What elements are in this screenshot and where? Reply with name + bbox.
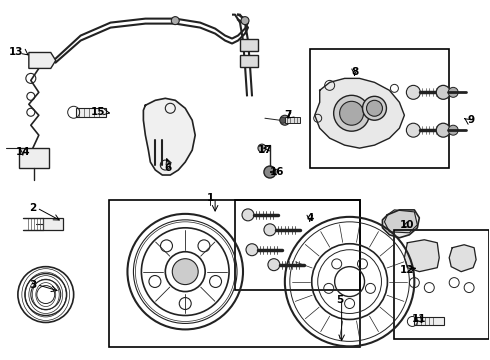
Circle shape	[242, 209, 254, 221]
Text: 1: 1	[206, 193, 214, 203]
Bar	[43, 218, 63, 230]
Text: 5: 5	[336, 294, 343, 305]
Bar	[108, 200, 360, 347]
Text: 9: 9	[467, 115, 474, 125]
Circle shape	[258, 144, 266, 152]
Text: 4: 4	[306, 213, 314, 223]
Circle shape	[367, 100, 383, 116]
Circle shape	[448, 125, 458, 135]
Circle shape	[406, 85, 420, 99]
Text: 7: 7	[284, 110, 292, 120]
Text: 16: 16	[270, 167, 284, 177]
Circle shape	[448, 87, 458, 97]
Polygon shape	[144, 98, 195, 175]
Circle shape	[406, 123, 420, 137]
Circle shape	[436, 85, 450, 99]
Bar	[415, 318, 444, 325]
Text: 8: 8	[351, 67, 358, 77]
Circle shape	[172, 17, 179, 24]
Text: 10: 10	[400, 220, 415, 230]
Text: 15: 15	[91, 107, 105, 117]
Bar	[310, 49, 449, 168]
Circle shape	[264, 224, 276, 236]
Polygon shape	[385, 210, 417, 233]
Polygon shape	[383, 210, 419, 238]
Bar	[240, 55, 258, 67]
Circle shape	[436, 123, 450, 137]
Polygon shape	[29, 53, 56, 68]
Text: 6: 6	[165, 163, 172, 173]
Bar	[75, 108, 105, 117]
Bar	[285, 117, 300, 123]
Polygon shape	[449, 245, 476, 272]
Bar	[240, 39, 258, 50]
Text: 14: 14	[16, 147, 30, 157]
Text: 2: 2	[29, 203, 36, 213]
Circle shape	[363, 96, 387, 120]
Circle shape	[340, 101, 364, 125]
Circle shape	[334, 95, 369, 131]
Circle shape	[268, 259, 280, 271]
Polygon shape	[315, 78, 404, 148]
Bar	[235, 200, 360, 289]
Text: 17: 17	[258, 145, 272, 155]
Circle shape	[264, 166, 276, 178]
Circle shape	[280, 115, 290, 125]
Circle shape	[246, 244, 258, 256]
Text: 11: 11	[412, 314, 427, 324]
Text: 3: 3	[29, 280, 36, 289]
Circle shape	[241, 17, 249, 24]
Text: 13: 13	[8, 48, 23, 58]
Text: 12: 12	[400, 265, 415, 275]
Circle shape	[280, 117, 286, 123]
Circle shape	[172, 259, 198, 285]
Bar	[394, 230, 489, 339]
Bar	[19, 148, 49, 168]
Polygon shape	[404, 240, 439, 272]
